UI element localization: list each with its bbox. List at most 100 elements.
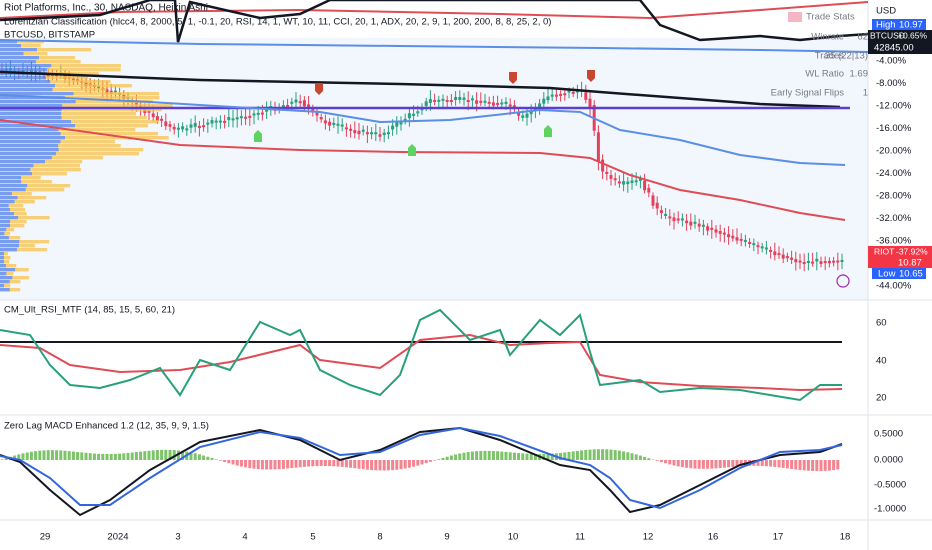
profile-bar [0, 212, 15, 216]
candle-body [605, 171, 609, 174]
low-badge [896, 268, 926, 279]
rsi-ticks: 60 40 20 [876, 318, 887, 404]
candle-body [235, 117, 239, 120]
rsi-tick: 40 [876, 356, 887, 367]
hist-bar [811, 460, 815, 471]
hist-bar [647, 458, 651, 460]
low-label: Low [878, 269, 896, 280]
hist-bar [781, 460, 785, 468]
time-tick: 11 [575, 532, 585, 543]
hist-bar [328, 460, 332, 467]
hist-bar [0, 459, 4, 460]
profile-bar [0, 104, 63, 108]
hist-bar [118, 453, 122, 460]
profile-bar [8, 236, 21, 240]
profile-bar [0, 56, 40, 60]
profile-bar [0, 244, 20, 248]
candle-body [777, 253, 781, 256]
candle-body [710, 227, 714, 230]
macd-tick: -1.0000 [874, 504, 906, 515]
profile-bar [58, 128, 136, 132]
signal-line [0, 426, 843, 510]
profile-bar [0, 216, 19, 220]
hist-bar [84, 452, 88, 460]
candle-body [256, 112, 260, 115]
hist-bar [197, 454, 201, 460]
candle-body [424, 101, 428, 106]
candle-body [588, 98, 592, 108]
profile-bar [16, 248, 48, 252]
hist-bar [42, 450, 46, 460]
hist-bar [634, 454, 638, 460]
profile-bar [0, 120, 72, 124]
profile-bar [64, 96, 160, 100]
hist-bar [248, 460, 252, 469]
macd-histogram [0, 449, 840, 472]
candle-body [790, 257, 794, 260]
profile-bar [0, 156, 52, 160]
candle-body [281, 105, 285, 108]
profile-bar [55, 84, 132, 88]
hist-bar [307, 460, 311, 467]
hist-bar [592, 449, 596, 460]
candle-body [697, 223, 701, 227]
hist-bar [361, 460, 365, 470]
hist-bar [189, 452, 193, 460]
candle-body [185, 128, 189, 131]
profile-bar [0, 52, 24, 56]
hist-bar [290, 460, 294, 469]
candle-body [529, 110, 533, 115]
hist-bar [164, 449, 168, 460]
hist-bar [664, 460, 668, 464]
profile-bar [36, 48, 92, 52]
profile-bar [0, 132, 61, 136]
price-tick: -4.00% [876, 56, 907, 67]
candle-body [533, 108, 537, 111]
candle-body [626, 181, 630, 185]
hist-bar [601, 449, 605, 460]
sell-signal [587, 70, 595, 82]
hist-bar [500, 451, 504, 460]
profile-bar [10, 224, 25, 228]
profile-bar [9, 280, 21, 284]
stat-label: Trades [815, 51, 844, 62]
candle-body [752, 243, 756, 246]
candle-body [643, 180, 647, 191]
profile-bar [0, 68, 48, 72]
upper-band [0, 1, 869, 20]
profile-bar [0, 232, 5, 236]
profile-bar [45, 160, 83, 164]
hist-bar [525, 453, 529, 460]
hist-bar [617, 450, 621, 460]
hist-bar [206, 456, 210, 460]
candle-body [147, 110, 151, 113]
macd-line [0, 426, 843, 517]
candle-body [449, 100, 453, 102]
alert-icon[interactable] [836, 274, 850, 288]
hist-bar [706, 460, 710, 469]
riot-price: 10.87 [898, 258, 922, 269]
candle-body [706, 226, 710, 231]
hist-bar [202, 455, 206, 460]
candle-body [344, 127, 348, 130]
hist-bar [17, 454, 21, 460]
candle-body [160, 118, 164, 121]
candle-body [798, 260, 802, 263]
hist-bar [92, 453, 96, 460]
candle-body [332, 122, 336, 125]
candle-body [227, 116, 231, 121]
high-badge [896, 19, 926, 30]
profile-bar [21, 176, 41, 180]
hist-bar [454, 454, 458, 460]
candle-body [823, 261, 827, 264]
profile-bar [23, 52, 48, 56]
hist-bar [139, 451, 143, 460]
hist-bar [349, 460, 353, 468]
candle-body [134, 102, 138, 106]
hist-bar [697, 460, 701, 469]
candle-body [491, 102, 495, 106]
profile-bar [6, 272, 14, 276]
price-tick: -36.00% [876, 236, 912, 247]
profile-bar [75, 100, 153, 104]
candle-body [307, 104, 311, 109]
